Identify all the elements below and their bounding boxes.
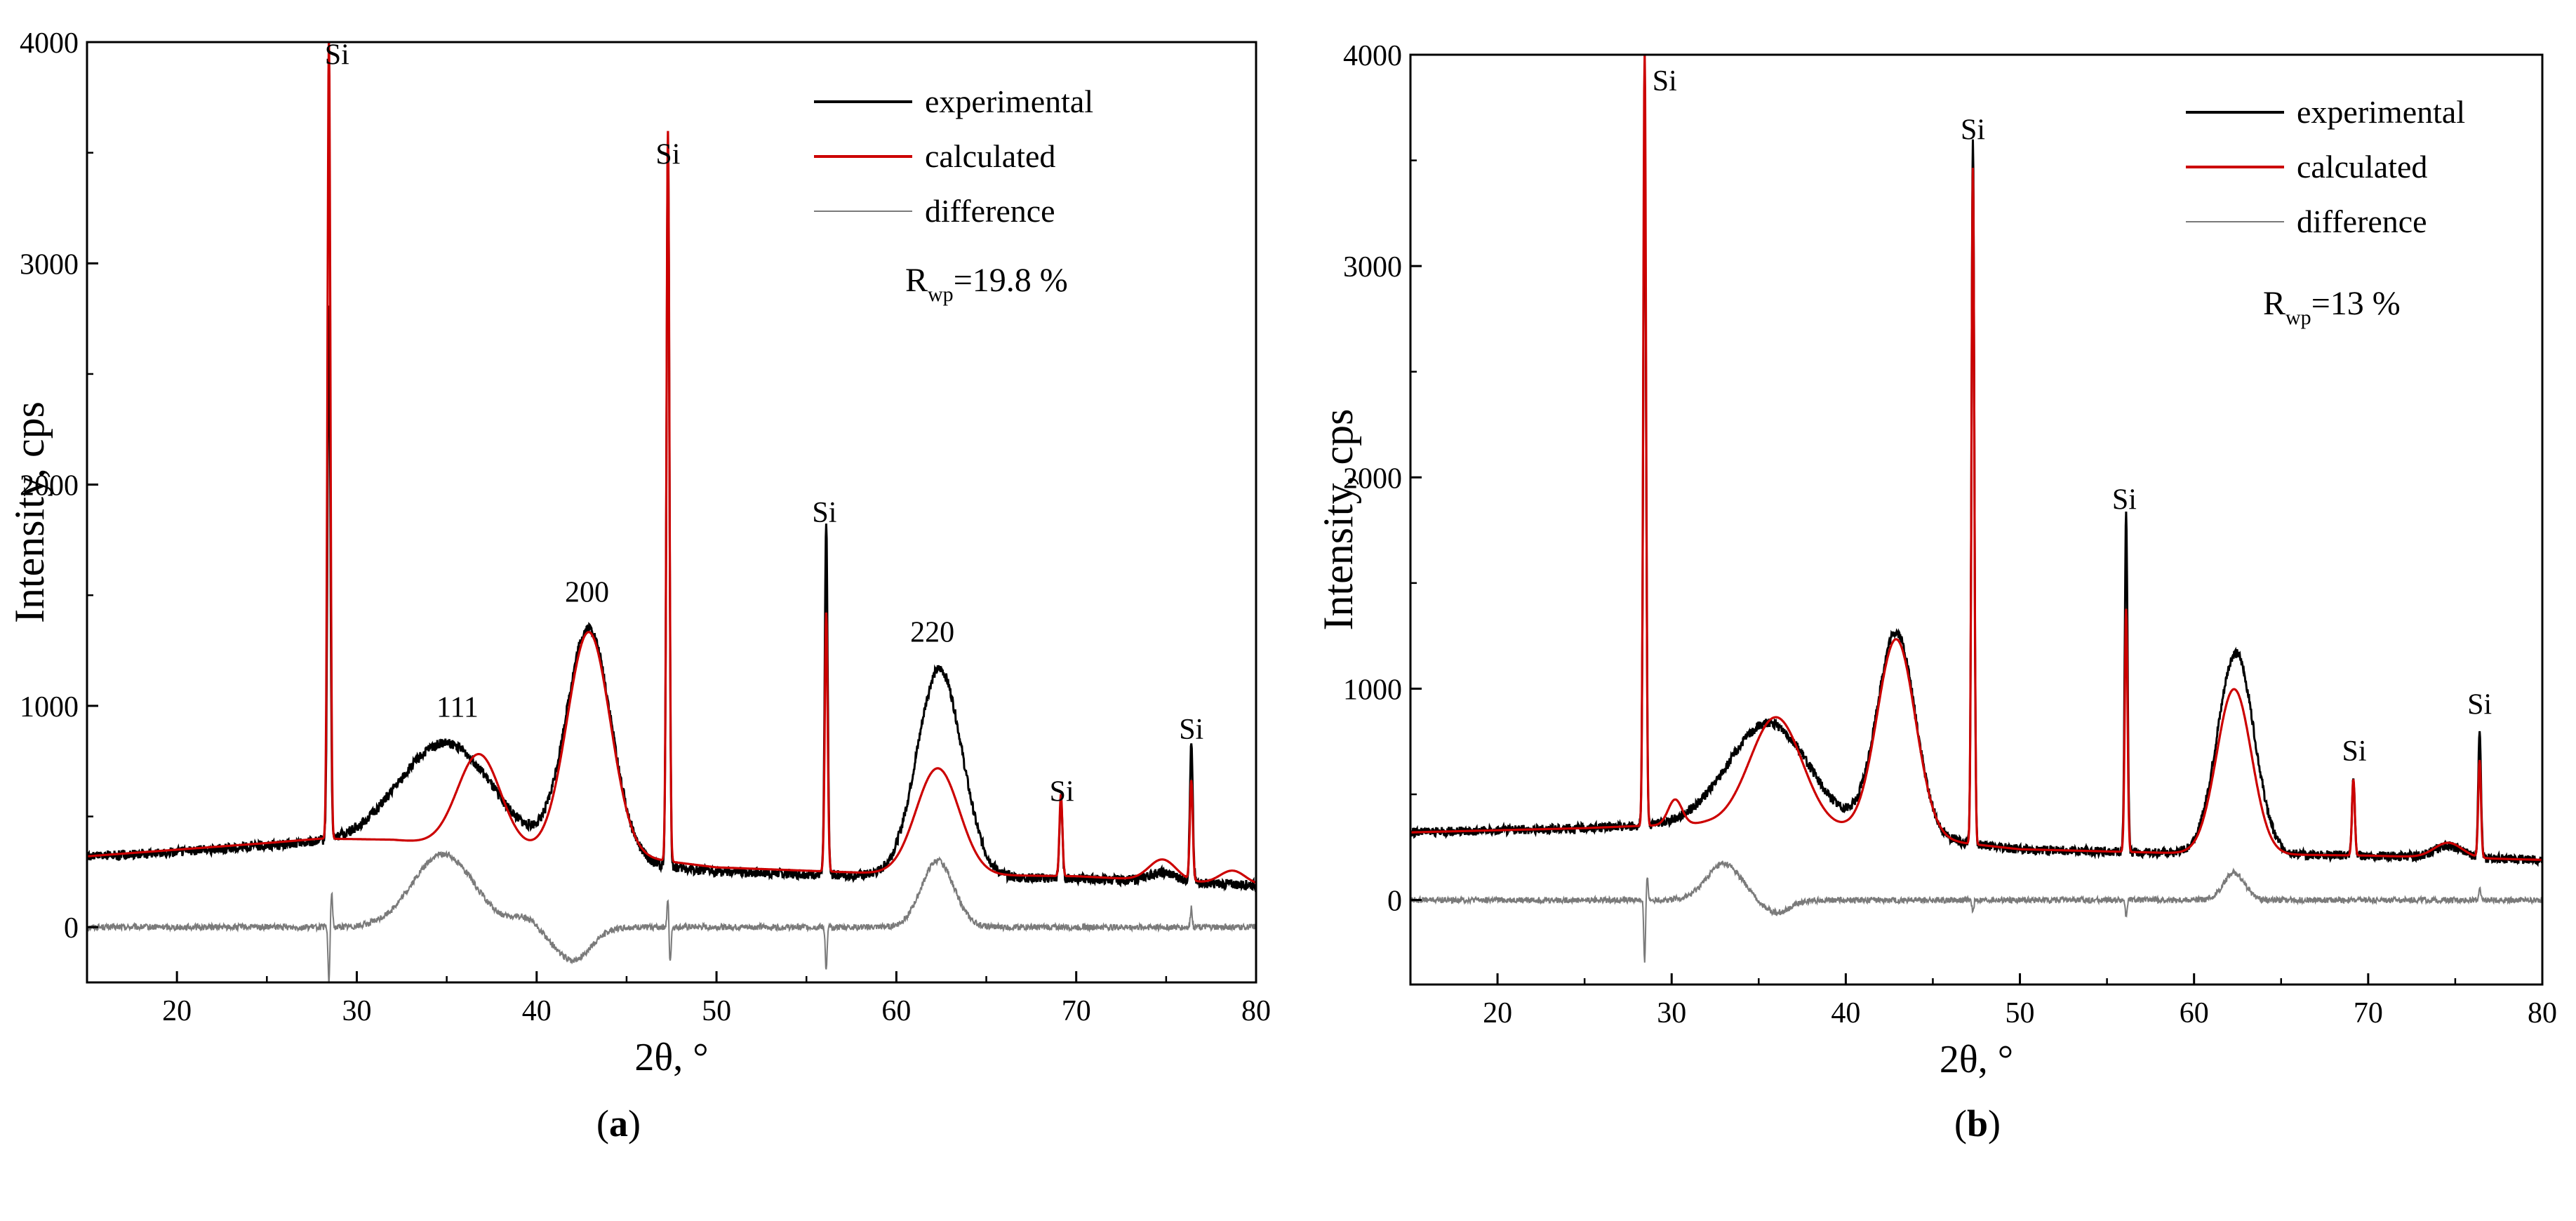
y-tick-label: 2000 [20,470,79,502]
caption-a-letter: a [608,1102,628,1145]
x-tick-label: 20 [162,995,192,1027]
x-tick-label: 30 [1657,997,1686,1029]
x-tick-label: 80 [1241,995,1271,1027]
xrd-chart-b: 20 30 40 50 60 70 80 0 1000 2000 3000 4000 2θ, ° Inte… [1315,40,2557,1081]
legend-label-calculated: calculated [925,138,1055,174]
si-peak-label: Si [655,138,680,171]
rwp-label: Rwp=13 % [2263,285,2401,329]
xrd-chart-a: 20 30 40 50 60 70 80 0 1000 2000 3000 4000 2θ, ° Inte… [6,27,1271,1079]
legend-label-experimental: experimental [925,84,1093,119]
y-axis-label: Intensity, cps [6,401,53,623]
y-axis-label: Intensity, cps [1315,408,1361,630]
legend-label-experimental: experimental [2297,94,2465,130]
x-tick-label: 80 [2528,997,2557,1029]
x-tick-label: 20 [1483,997,1512,1029]
y-tick-label: 3000 [1343,251,1402,283]
legend-label-difference: difference [2297,204,2427,239]
series-calculated-line-b [1410,55,2542,861]
chart-panel-a: 20 30 40 50 60 70 80 0 1000 2000 3000 4000 2θ, ° Inte… [0,0,1288,1217]
si-peak-label: Si [2112,483,2137,516]
x-tick-label: 50 [2006,997,2035,1029]
y-tick-label: 3000 [20,248,79,281]
x-axis-label: 2θ, ° [1940,1038,2013,1081]
x-tick-label: 40 [1831,997,1860,1029]
y-tick-label: 0 [64,912,79,945]
series-difference-line-a [87,850,1256,982]
si-peak-label: Si [2342,735,2366,768]
y-tick-label: 1000 [1343,674,1402,706]
rwp-label: Rwp=19.8 % [905,262,1068,306]
caption-a: (a) [596,1102,641,1145]
legend-label-calculated: calculated [2297,149,2427,185]
si-peak-label: Si [812,497,836,529]
x-tick-label: 60 [2180,997,2209,1029]
x-tick-label: 40 [522,995,552,1027]
series-difference-line-b [1410,860,2542,963]
hkl-label-220: 220 [910,616,954,648]
y-tick-label: 0 [1387,886,1402,918]
x-tick-label: 60 [881,995,911,1027]
series-calculated-line-a [87,42,1256,884]
caption-b: (b) [1954,1102,2001,1145]
caption-b-letter: b [1966,1102,1989,1145]
si-peak-label: Si [2467,689,2492,721]
x-tick-label: 50 [702,995,731,1027]
chart-panel-b: 20 30 40 50 60 70 80 0 1000 2000 3000 4000 2θ, ° Inte… [1288,0,2576,1217]
si-peak-label: Si [1961,114,1985,146]
hkl-label-111: 111 [436,692,479,724]
plot-frame-a [86,41,1257,984]
y-tick-label: 2000 [1343,462,1402,495]
x-tick-label: 30 [342,995,371,1027]
si-peak-label: Si [1050,775,1074,808]
y-tick-label: 4000 [20,27,79,60]
plot-frame-b [1409,53,2544,986]
x-tick-label: 70 [1062,995,1091,1027]
y-tick-label: 4000 [1343,40,1402,72]
legend-label-difference: difference [925,193,1055,229]
x-axis-label: 2θ, ° [634,1036,708,1079]
si-peak-label: Si [1179,714,1203,746]
si-peak-label: Si [1653,65,1677,98]
hkl-label-200: 200 [565,577,609,609]
si-peak-label: Si [325,39,349,72]
x-tick-label: 70 [2354,997,2383,1029]
y-tick-label: 1000 [20,691,79,723]
